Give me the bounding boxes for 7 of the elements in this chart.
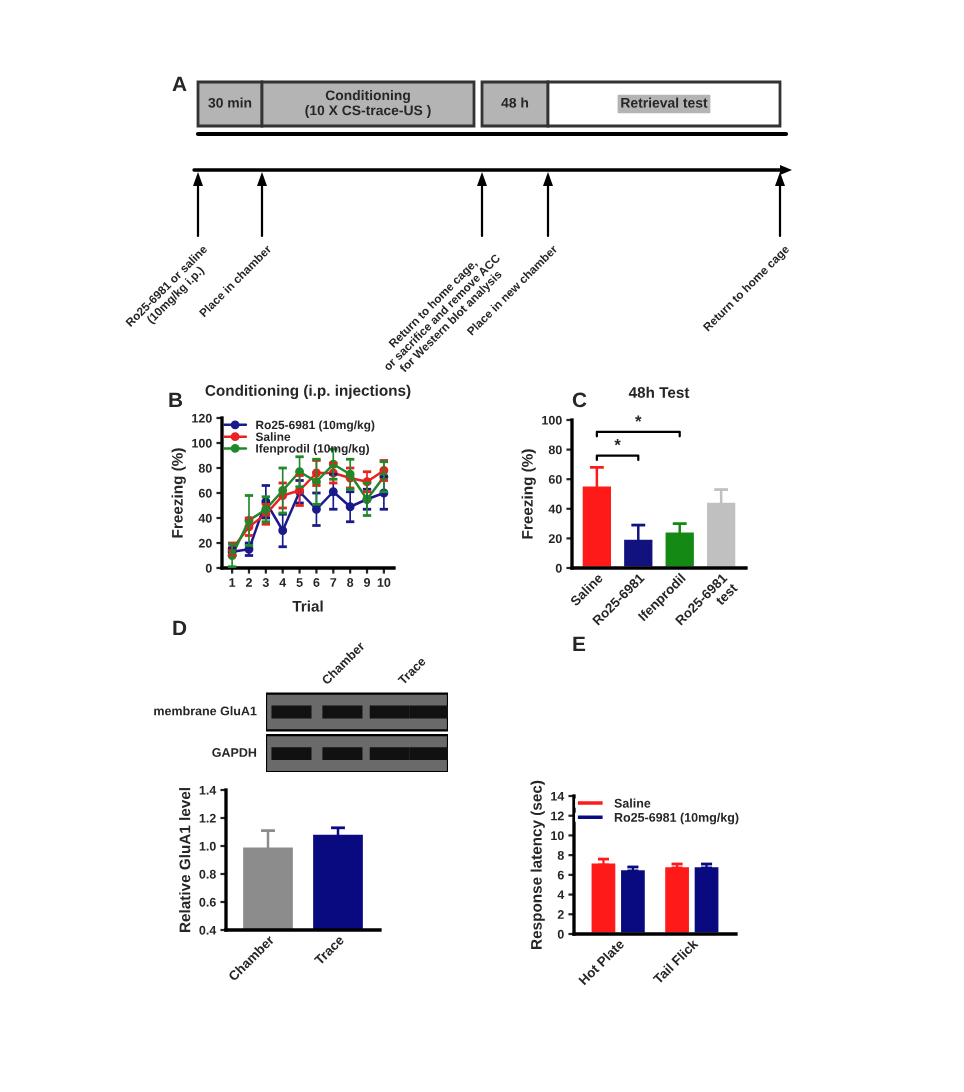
annotation: * [635,415,642,422]
text: C [572,392,587,408]
text: D [173,620,187,636]
text: A [172,76,187,92]
annotation: * [614,439,621,446]
text: E [573,636,586,652]
text: B [169,392,183,408]
